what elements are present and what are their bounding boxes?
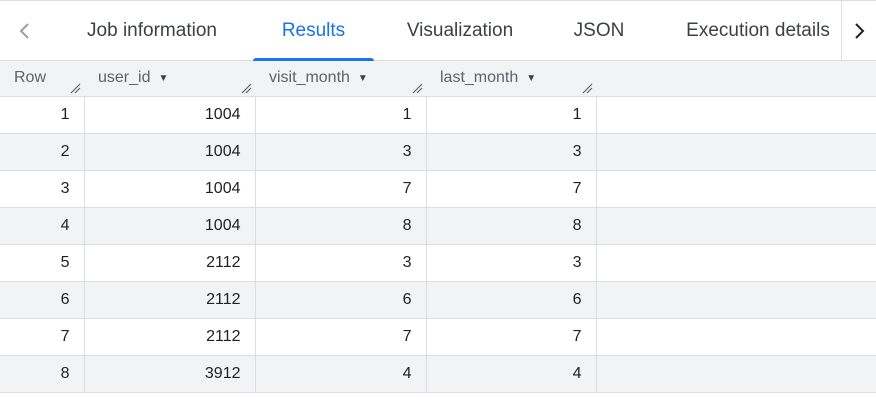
cell-last-month[interactable]: 7 xyxy=(426,318,597,356)
column-resize-icon[interactable] xyxy=(411,82,423,94)
tab-label: Job information xyxy=(87,19,217,41)
arrow-drop-down-icon[interactable]: ▼ xyxy=(158,72,169,84)
column-header-label: last_month xyxy=(440,69,519,87)
cell-visit-month[interactable]: 1 xyxy=(255,96,427,134)
column-header-last-month[interactable]: last_month ▼ xyxy=(426,61,596,97)
table-row: 1 1004 1 1 xyxy=(0,96,876,134)
cell-last-month[interactable]: 7 xyxy=(426,170,597,208)
table-row: 5 2112 3 3 xyxy=(0,244,876,282)
cell-last-month[interactable]: 8 xyxy=(426,207,597,245)
column-header-row[interactable]: Row xyxy=(0,61,84,97)
column-header-label: user_id xyxy=(98,69,151,87)
results-grid: Row user_id ▼ xyxy=(0,61,876,411)
column-header-user-id[interactable]: user_id ▼ xyxy=(84,61,255,97)
table-row: 6 2112 6 6 xyxy=(0,281,876,319)
table-row: 2 1004 3 3 xyxy=(0,133,876,171)
cell-visit-month[interactable]: 7 xyxy=(255,318,427,356)
cell-user-id[interactable]: 1004 xyxy=(84,207,256,245)
tab-label: JSON xyxy=(573,19,625,41)
tab-label: Results xyxy=(281,19,346,41)
column-header-label: Row xyxy=(14,69,47,87)
table-body: 1 1004 1 1 2 1004 3 3 3 1004 7 7 4 1004 8 8 5 2112 3 3 6 2112… xyxy=(0,96,876,393)
arrow-drop-down-icon[interactable]: ▼ xyxy=(526,72,537,84)
tab-visualization[interactable]: Visualization xyxy=(388,1,532,60)
cell-row-number[interactable]: 5 xyxy=(0,244,85,282)
cell-last-month[interactable]: 4 xyxy=(426,355,597,393)
tab-json[interactable]: JSON xyxy=(554,1,644,60)
tab-bar: Job information Results Visualization JS… xyxy=(0,0,876,61)
cell-visit-month[interactable]: 3 xyxy=(255,133,427,171)
cell-visit-month[interactable]: 4 xyxy=(255,355,427,393)
cell-last-month[interactable]: 3 xyxy=(426,244,597,282)
table-row: 8 3912 4 4 xyxy=(0,355,876,393)
cell-row-number[interactable]: 8 xyxy=(0,355,85,393)
chevron-left-icon xyxy=(19,22,29,39)
cell-last-month[interactable]: 1 xyxy=(426,96,597,134)
row-filler xyxy=(596,244,876,282)
column-resize-icon[interactable] xyxy=(69,82,81,94)
cell-user-id[interactable]: 2112 xyxy=(84,281,256,319)
cell-visit-month[interactable]: 8 xyxy=(255,207,427,245)
table-header-row: Row user_id ▼ xyxy=(0,61,876,97)
column-resize-icon[interactable] xyxy=(581,82,593,94)
cell-user-id[interactable]: 1004 xyxy=(84,133,256,171)
row-filler xyxy=(596,133,876,171)
cell-row-number[interactable]: 3 xyxy=(0,170,85,208)
column-header-label: visit_month xyxy=(269,69,350,87)
cell-visit-month[interactable]: 3 xyxy=(255,244,427,282)
cell-visit-month[interactable]: 6 xyxy=(255,281,427,319)
results-table: Row user_id ▼ xyxy=(0,61,876,393)
arrow-drop-down-icon[interactable]: ▼ xyxy=(357,72,368,84)
cell-last-month[interactable]: 6 xyxy=(426,281,597,319)
column-header-visit-month[interactable]: visit_month ▼ xyxy=(255,61,426,97)
cell-user-id[interactable]: 1004 xyxy=(84,96,256,134)
column-resize-icon[interactable] xyxy=(240,82,252,94)
table-row: 7 2112 7 7 xyxy=(0,318,876,356)
cell-user-id[interactable]: 3912 xyxy=(84,355,256,393)
cell-row-number[interactable]: 2 xyxy=(0,133,85,171)
tab-execution-details[interactable]: Execution details xyxy=(670,1,846,60)
row-filler xyxy=(596,318,876,356)
row-filler xyxy=(596,170,876,208)
chevron-right-icon xyxy=(855,22,865,39)
table-row: 4 1004 8 8 xyxy=(0,207,876,245)
row-filler xyxy=(596,281,876,319)
cell-visit-month[interactable]: 7 xyxy=(255,170,427,208)
row-filler xyxy=(596,96,876,134)
table-row: 3 1004 7 7 xyxy=(0,170,876,208)
tab-scroll-right-button[interactable] xyxy=(841,1,876,60)
row-filler xyxy=(596,207,876,245)
header-filler xyxy=(596,61,876,97)
cell-last-month[interactable]: 3 xyxy=(426,133,597,171)
tab-scroll-left-button[interactable] xyxy=(0,1,50,60)
cell-user-id[interactable]: 1004 xyxy=(84,170,256,208)
tab-label: Visualization xyxy=(406,19,514,41)
tab-job-information[interactable]: Job information xyxy=(60,1,244,60)
cell-row-number[interactable]: 6 xyxy=(0,281,85,319)
cell-row-number[interactable]: 7 xyxy=(0,318,85,356)
row-filler xyxy=(596,355,876,393)
active-tab-indicator xyxy=(253,58,374,61)
cell-row-number[interactable]: 4 xyxy=(0,207,85,245)
tab-label: Execution details xyxy=(686,19,830,41)
cell-user-id[interactable]: 2112 xyxy=(84,318,256,356)
tab-results[interactable]: Results xyxy=(253,1,374,61)
cell-user-id[interactable]: 2112 xyxy=(84,244,256,282)
cell-row-number[interactable]: 1 xyxy=(0,96,85,134)
